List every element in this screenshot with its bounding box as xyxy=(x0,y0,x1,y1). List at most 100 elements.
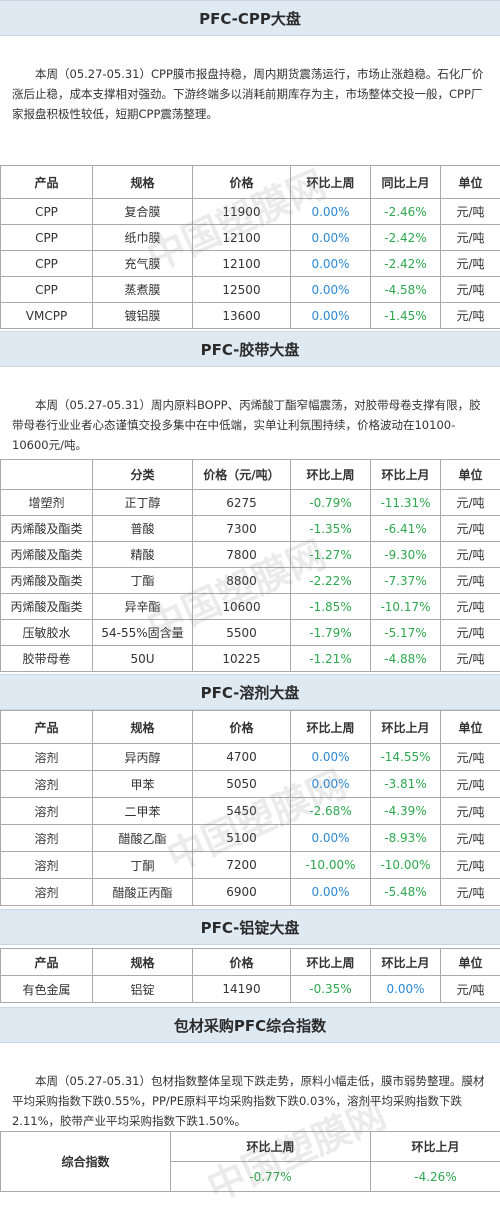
table-cell: 元/吨 xyxy=(441,516,500,542)
table-cell: -5.48% xyxy=(371,879,441,906)
table-cell: 元/吨 xyxy=(441,594,500,620)
table-cell: 0.00% xyxy=(371,976,441,1003)
table-cell: 7800 xyxy=(193,542,291,568)
table-cell: 元/吨 xyxy=(441,303,500,329)
header-cell: 环比上周 xyxy=(291,949,371,976)
table-cell: 0.00% xyxy=(291,199,371,225)
header-row: 产品规格价格环比上周同比上月单位 xyxy=(1,166,500,199)
table-cell: -2.46% xyxy=(371,199,441,225)
table-cell: 元/吨 xyxy=(441,744,500,771)
table-cell: 醋酸乙酯 xyxy=(93,825,193,852)
table-cell: 元/吨 xyxy=(441,620,500,646)
table-cell: 溶剂 xyxy=(1,852,93,879)
table-cell: -4.58% xyxy=(371,277,441,303)
table-cell: 甲苯 xyxy=(93,771,193,798)
table-cell: 7300 xyxy=(193,516,291,542)
table-cell: 元/吨 xyxy=(441,568,500,594)
table-cell: 元/吨 xyxy=(441,771,500,798)
header-cell: 环比上周 xyxy=(171,1132,371,1162)
paragraph: 本周（05.27-05.31）周内原料BOPP、丙烯酸丁酯窄幅震荡，对胶带母卷支… xyxy=(0,367,500,456)
header-cell: 单位 xyxy=(441,711,500,744)
section-title: PFC-胶带大盘 xyxy=(0,331,500,367)
table-cell: 元/吨 xyxy=(441,199,500,225)
table-cell: 元/吨 xyxy=(441,798,500,825)
table-cell: -1.79% xyxy=(291,620,371,646)
table-cell: 10600 xyxy=(193,594,291,620)
table-cell: -2.68% xyxy=(291,798,371,825)
table-cell: 丙烯酸及酯类 xyxy=(1,594,93,620)
table-cell: 二甲苯 xyxy=(93,798,193,825)
table-cell: 元/吨 xyxy=(441,277,500,303)
table-cell: -7.37% xyxy=(371,568,441,594)
header-row: 产品规格价格环比上周环比上月单位 xyxy=(1,711,500,744)
table-cell: VMCPP xyxy=(1,303,93,329)
table-cell: -2.42% xyxy=(371,225,441,251)
table-cell: 元/吨 xyxy=(441,976,500,1003)
table-cell: 丁酯 xyxy=(93,568,193,594)
table-cell: 0.00% xyxy=(291,251,371,277)
table-cell: -1.27% xyxy=(291,542,371,568)
header-row: 综合指数环比上周环比上月 xyxy=(1,1132,500,1162)
table-cell: 蒸煮膜 xyxy=(93,277,193,303)
table-cell: -10.00% xyxy=(371,852,441,879)
table-cell: 有色金属 xyxy=(1,976,93,1003)
table-cell: 0.00% xyxy=(291,225,371,251)
header-cell: 同比上月 xyxy=(371,166,441,199)
table-cell: -4.88% xyxy=(371,646,441,672)
table-cell: -4.39% xyxy=(371,798,441,825)
table-cell: 5050 xyxy=(193,771,291,798)
table-cell: 0.00% xyxy=(291,744,371,771)
table-cell: 0.00% xyxy=(291,825,371,852)
section-title: 包材采购PFC综合指数 xyxy=(0,1007,500,1043)
table-cell: CPP xyxy=(1,199,93,225)
table-cell: -3.81% xyxy=(371,771,441,798)
header-cell: 价格（元/吨） xyxy=(193,460,291,490)
index-value: -0.77% xyxy=(171,1162,371,1192)
table-cell: 13600 xyxy=(193,303,291,329)
table-cell: 8800 xyxy=(193,568,291,594)
table-cell: 溶剂 xyxy=(1,825,93,852)
header-cell: 环比上周 xyxy=(291,166,371,199)
index-value: -4.26% xyxy=(371,1162,500,1192)
table-cell: 增塑剂 xyxy=(1,490,93,516)
header-cell: 环比上月 xyxy=(371,1132,500,1162)
table-cell: 5100 xyxy=(193,825,291,852)
table-cell: 元/吨 xyxy=(441,825,500,852)
table-cell: 压敏胶水 xyxy=(1,620,93,646)
table-cell: 10225 xyxy=(193,646,291,672)
table-cell: 溶剂 xyxy=(1,744,93,771)
table-cell: 6900 xyxy=(193,879,291,906)
table-cell: CPP xyxy=(1,251,93,277)
table-cell: -6.41% xyxy=(371,516,441,542)
table-cell: 12100 xyxy=(193,251,291,277)
table-cell: 元/吨 xyxy=(441,225,500,251)
header-cell: 规格 xyxy=(93,949,193,976)
index-table: 综合指数环比上周环比上月-0.77%-4.26% xyxy=(0,1131,500,1192)
paragraph: 本周（05.27-05.31）包材指数整体呈现下跌走势，原料小幅走低，膜市弱势整… xyxy=(0,1043,500,1128)
table-cell: 5500 xyxy=(193,620,291,646)
table-cell: 0.00% xyxy=(291,879,371,906)
header-cell: 产品 xyxy=(1,949,93,976)
table-cell: 元/吨 xyxy=(441,646,500,672)
table-cell: 普酸 xyxy=(93,516,193,542)
header-cell: 环比上月 xyxy=(371,711,441,744)
table-cell: -1.21% xyxy=(291,646,371,672)
table-cell: -1.35% xyxy=(291,516,371,542)
header-cell: 单位 xyxy=(441,166,500,199)
table-cell: 6275 xyxy=(193,490,291,516)
table-cell: -9.30% xyxy=(371,542,441,568)
header-cell xyxy=(1,460,93,490)
header-cell: 价格 xyxy=(193,711,291,744)
table-cell: 14190 xyxy=(193,976,291,1003)
